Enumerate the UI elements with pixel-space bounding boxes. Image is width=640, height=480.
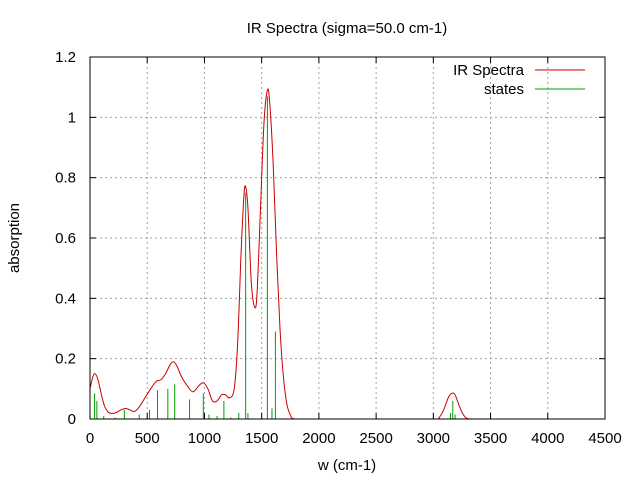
x-tick-label: 2500 [359,430,392,447]
y-tick-label: 0.6 [55,230,76,247]
y-tick-label: 1.2 [55,49,76,66]
legend-label-ir-spectra: IR Spectra [453,62,525,79]
x-tick-label: 1500 [245,430,278,447]
x-axis-label: w (cm-1) [317,457,376,474]
x-tick-label: 3500 [474,430,507,447]
chart-title: IR Spectra (sigma=50.0 cm-1) [247,20,448,37]
legend-label-states: states [484,81,524,98]
x-tick-label: 1000 [188,430,221,447]
x-tick-label: 4000 [531,430,564,447]
axis-ticks: 0 500 1000 1500 2000 2500 3000 3500 4000 4500 0 0.2… [55,49,622,447]
y-tick-label: 0.8 [55,170,76,187]
y-tick-label: 0.2 [55,351,76,368]
y-axis-label: absorption [6,203,23,273]
x-tick-label: 3000 [417,430,450,447]
series-states [94,96,456,419]
grid-lines [90,57,605,419]
x-tick-label: 0 [86,430,94,447]
legend: IR Spectra states [453,62,585,98]
y-tick-label: 1 [68,109,76,126]
x-tick-label: 4500 [588,430,621,447]
y-tick-label: 0.4 [55,290,76,307]
y-tick-label: 0 [68,411,76,428]
x-tick-label: 500 [135,430,160,447]
x-tick-label: 2000 [302,430,335,447]
